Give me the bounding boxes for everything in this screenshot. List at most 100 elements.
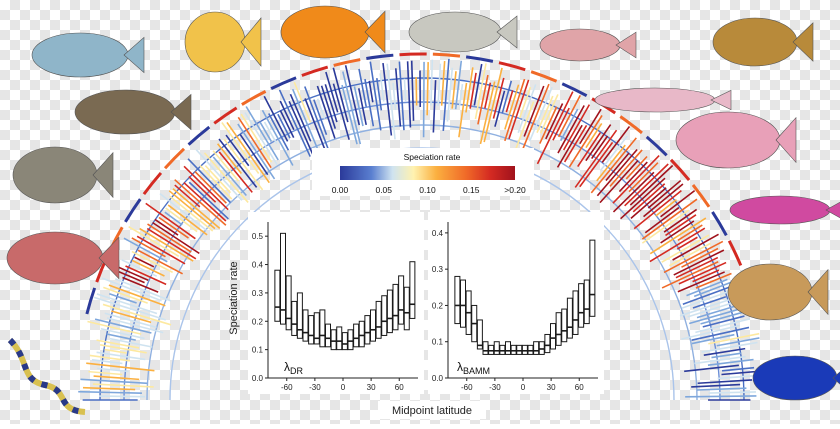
tree-branch (438, 64, 440, 106)
clade-bar (165, 149, 184, 168)
tree-branch (427, 62, 428, 115)
tree-branch (99, 396, 145, 397)
tree-branch (168, 205, 207, 235)
clade-bar (144, 173, 161, 194)
tree-branch (369, 81, 373, 102)
tree-branch (359, 88, 366, 125)
tree-branch (226, 135, 249, 166)
fish-illustration (595, 88, 715, 112)
tree-branch (630, 166, 672, 206)
tree-branch (416, 77, 417, 106)
fish-tail (776, 118, 796, 163)
x-tick-label: 30 (547, 383, 556, 392)
panel-bamm-label-sub: BAMM (463, 366, 490, 376)
y-tick-label: 0.4 (432, 229, 444, 238)
x-tick-label: 0 (521, 383, 526, 392)
tree-branch (97, 352, 146, 359)
clade-bar (399, 54, 426, 55)
fish-tail (93, 153, 113, 198)
tree-branch (346, 65, 360, 125)
tree-branch (522, 84, 549, 150)
fish-tail (793, 23, 813, 61)
tree-branch (294, 82, 310, 122)
tree-branch (687, 279, 728, 295)
x-tick-label: -60 (461, 383, 473, 392)
tree-branch (709, 392, 756, 393)
y-tick-label: 0.2 (252, 317, 264, 326)
fish-illustration (409, 12, 501, 52)
x-tick-label: -30 (489, 383, 501, 392)
x-tick-label: 0 (341, 383, 346, 392)
tree-branch (408, 61, 411, 127)
tree-branch (460, 84, 463, 106)
clade-bar (620, 116, 642, 132)
tree-branch (694, 357, 745, 364)
fish-tail (826, 199, 840, 221)
y-tick-label: 0.1 (432, 338, 444, 347)
fish-illustration (676, 112, 780, 168)
tree-branch (88, 372, 122, 375)
y-tick-label: 0.3 (252, 289, 264, 298)
x-tick-label: -30 (309, 383, 321, 392)
fish-illustration (540, 29, 620, 61)
clade-bar (87, 288, 95, 314)
fish-tail (808, 270, 828, 315)
tree-branch (86, 363, 154, 370)
clade-bar (334, 60, 361, 66)
tree-branch (691, 385, 740, 387)
tree-branch (97, 294, 157, 314)
colorbar-tick-label: 0.15 (463, 185, 480, 195)
tree-branch (78, 392, 142, 394)
fish-illustration (75, 90, 175, 134)
tree-branch (404, 79, 405, 101)
fish-illustration (730, 196, 830, 224)
colorbar-gradient (340, 166, 515, 180)
fish-tail (833, 360, 840, 395)
tree-branch (393, 83, 395, 110)
y-tick-label: 0.3 (432, 265, 444, 274)
fish-tail (616, 32, 636, 58)
tree-branch (93, 384, 154, 387)
clade-bar (366, 55, 393, 58)
fish-illustration (13, 147, 97, 203)
y-tick-label: 0.2 (432, 301, 444, 310)
fish-tail (365, 11, 385, 53)
tree-branch (104, 350, 126, 354)
tree-branch (553, 108, 569, 140)
clade-bar (214, 108, 236, 123)
fish-tail (171, 94, 191, 129)
tree-branch (580, 142, 613, 186)
tree-branch (105, 313, 157, 327)
fish-illustration (728, 264, 812, 320)
tree-branch (92, 360, 122, 364)
clade-bar (712, 212, 726, 235)
fish-tail (497, 16, 517, 48)
colorbar-tick-label: 0.10 (419, 185, 436, 195)
clade-bar (531, 72, 556, 82)
clade-bar (499, 63, 525, 70)
tree-branch (688, 302, 734, 317)
tree-branch (459, 83, 467, 137)
tree-branch (537, 96, 553, 133)
tree-branch (722, 368, 754, 371)
colorbar-tick-label: 0.05 (375, 185, 392, 195)
fish-illustration (32, 33, 128, 77)
tree-branch (685, 396, 756, 397)
colorbar-tick-label: >0.20 (504, 185, 526, 195)
clade-bar (189, 127, 210, 145)
tree-branch (606, 153, 629, 180)
fish-illustration (713, 18, 797, 66)
fish-illustration (185, 12, 245, 72)
tree-branch (97, 340, 139, 348)
fish-tail (711, 90, 731, 109)
tree-branch (442, 61, 445, 106)
clade-bar (693, 185, 709, 207)
tree-branch (132, 260, 164, 276)
x-tick-label: 30 (367, 383, 376, 392)
tree-branch (343, 72, 360, 144)
clade-bar (671, 160, 689, 180)
